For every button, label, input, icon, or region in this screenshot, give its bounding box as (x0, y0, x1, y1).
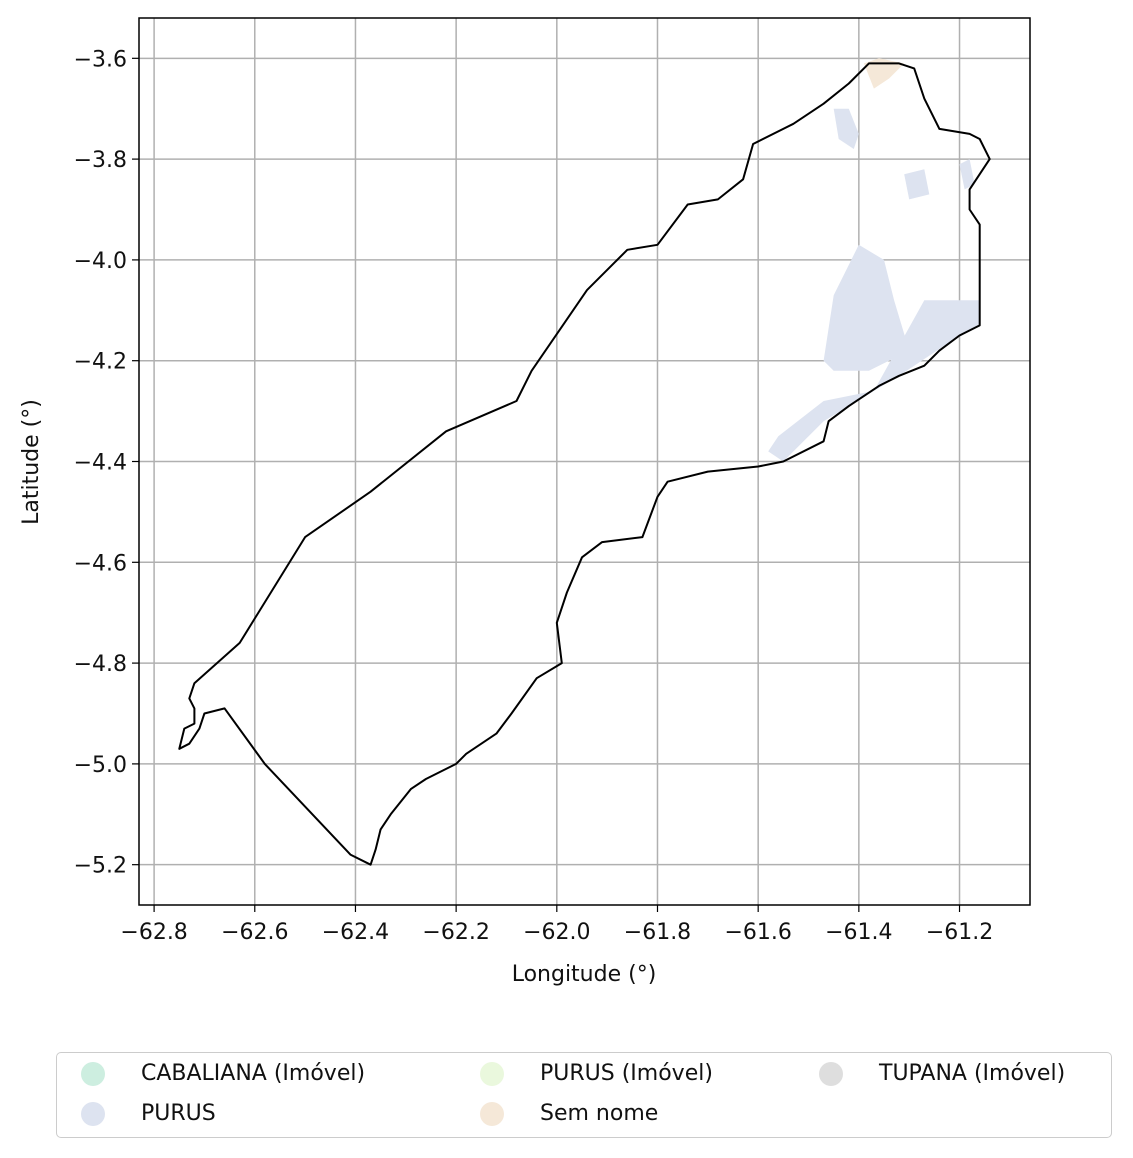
region-purus (823, 244, 910, 371)
region-purus (768, 300, 980, 462)
legend-label: PURUS (Imóvel) (540, 1061, 713, 1086)
region-layers (768, 58, 980, 462)
x-tick-label: −62.4 (322, 920, 389, 945)
y-tick-label: −5.2 (74, 854, 127, 879)
x-axis-label: Longitude (°) (512, 962, 657, 987)
region-purus (833, 108, 859, 149)
legend-marker (480, 1101, 504, 1126)
x-tick-label: −62.6 (221, 920, 288, 945)
region-purus (904, 169, 930, 200)
region-sem-nome (863, 58, 905, 89)
x-tick-label: −61.4 (825, 920, 892, 945)
y-axis-label: Latitude (°) (19, 399, 44, 525)
x-tick-label: −62.0 (523, 920, 590, 945)
legend: CABALIANA (Imóvel) PURUS PURUS (Imóvel) … (56, 1052, 1112, 1138)
legend-item-sem-nome: Sem nome (480, 1101, 658, 1126)
x-tick-label: −61.2 (926, 920, 993, 945)
legend-label: Sem nome (540, 1101, 659, 1126)
x-tick-label: −61.6 (724, 920, 791, 945)
y-tick-label: −3.8 (74, 148, 127, 173)
y-tick-label: −4.8 (74, 652, 127, 677)
legend-marker (81, 1101, 105, 1126)
y-tick-label: −4.4 (74, 451, 127, 476)
legend-marker (480, 1061, 504, 1086)
axis-ticks: −62.8 −62.6 −62.4 −62.2 −62.0 −61.8 −61.6 −61.4… (74, 47, 994, 945)
map-figure: −62.8 −62.6 −62.4 −62.2 −62.0 −61.8 −61.6 −61.4… (19, 17, 1031, 987)
legend-item-cabaliana-imovel: CABALIANA (Imóvel) (81, 1061, 365, 1086)
legend-marker (819, 1061, 843, 1086)
legend-item-purus-imovel: PURUS (Imóvel) (480, 1061, 713, 1086)
legend-item-tupana-imovel: TUPANA (Imóvel) (819, 1061, 1065, 1086)
y-tick-label: −4.6 (74, 551, 127, 576)
y-tick-label: −3.6 (74, 47, 127, 72)
legend-label: PURUS (141, 1101, 216, 1126)
y-tick-label: −4.2 (74, 350, 127, 375)
x-tick-label: −62.8 (120, 920, 187, 945)
x-tick-label: −62.2 (422, 920, 489, 945)
municipality-boundary (178, 62, 991, 866)
y-tick-label: −5.0 (74, 753, 127, 778)
legend-item-purus: PURUS (81, 1101, 216, 1126)
legend-marker (81, 1061, 105, 1086)
x-tick-label: −61.8 (624, 920, 691, 945)
legend-label: TUPANA (Imóvel) (879, 1061, 1066, 1086)
region-purus (959, 159, 975, 190)
y-tick-label: −4.0 (74, 249, 127, 274)
legend-label: CABALIANA (Imóvel) (141, 1061, 366, 1086)
boundary-outline (178, 62, 991, 866)
